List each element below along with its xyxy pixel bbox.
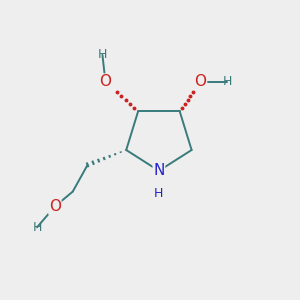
Text: O: O — [194, 74, 206, 89]
Text: H: H — [32, 221, 42, 234]
Text: O: O — [49, 199, 61, 214]
Text: H: H — [223, 75, 232, 88]
Text: H: H — [98, 48, 107, 62]
Text: O: O — [99, 74, 111, 89]
Text: N: N — [153, 163, 165, 178]
Text: H: H — [154, 187, 164, 200]
